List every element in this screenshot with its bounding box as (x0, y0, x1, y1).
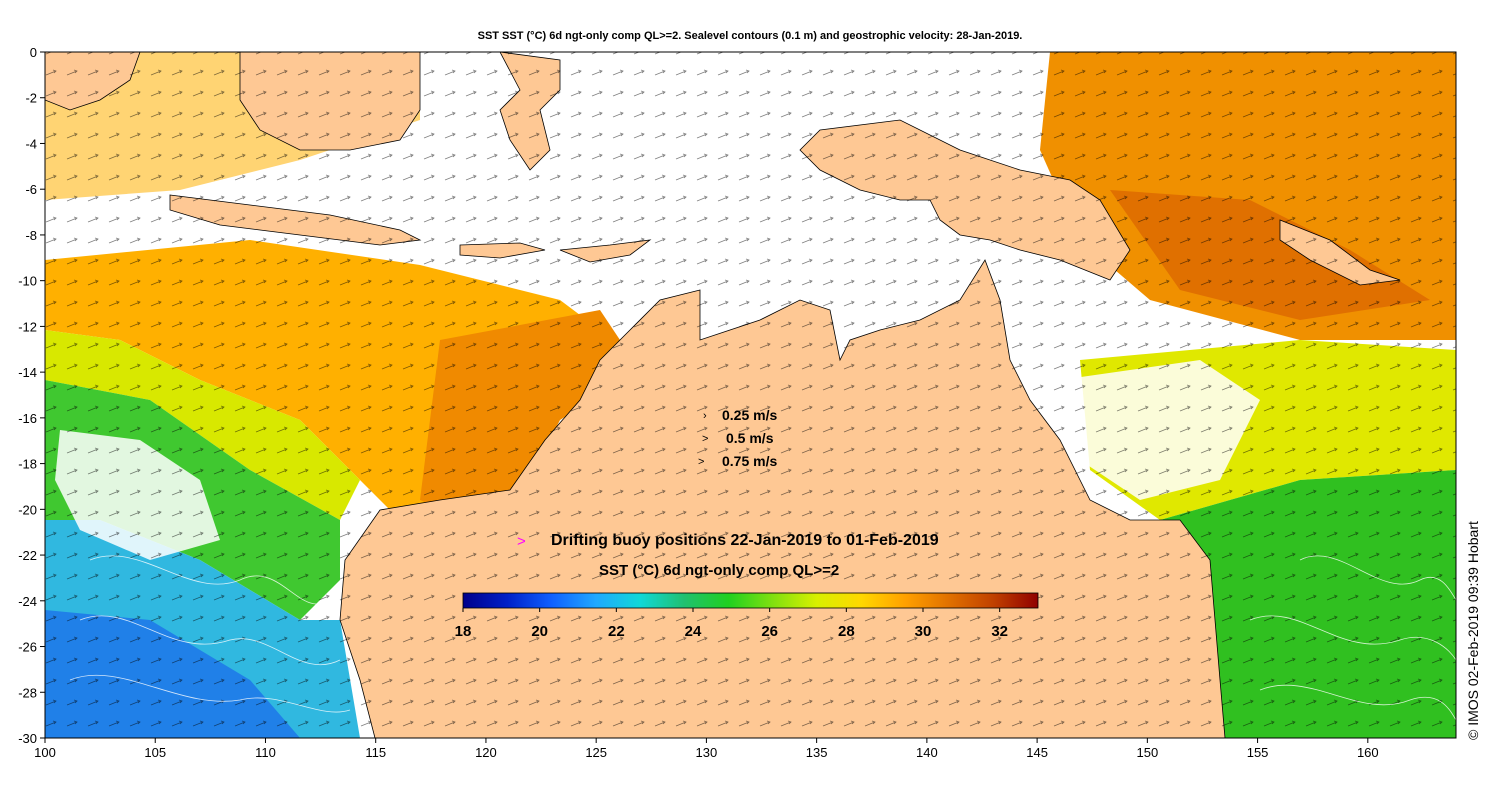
sealevel-contours (69, 555, 1456, 721)
y-tick-label: -20 (18, 502, 37, 517)
x-tick-label: 130 (696, 745, 718, 760)
buoy-legend-label: Drifting buoy positions 22-Jan-2019 to 0… (551, 532, 939, 549)
y-tick-label: -24 (18, 594, 37, 609)
y-tick-label: -2 (25, 91, 37, 106)
x-tick-label: 120 (475, 745, 497, 760)
colorbar-tick-label: 24 (685, 623, 702, 640)
y-tick-label: -22 (18, 548, 37, 563)
colorbar-ticks: 18 20 22 24 26 28 30 32 (455, 608, 1008, 640)
y-tick-label: -30 (18, 731, 37, 746)
x-tick-label: 125 (585, 745, 607, 760)
copyright-note: © IMOS 02-Feb-2019 09:39 Hobart (1465, 521, 1481, 740)
x-tick-label: 140 (916, 745, 938, 760)
y-axis: 0 -2 -4 -6 -8 -10 -12 -14 -16 -18 -20 -22 -24 -26 -28 -… (18, 45, 45, 746)
y-tick-label: -14 (18, 365, 37, 380)
colorbar-tick-label: 26 (761, 623, 778, 640)
plot-frame (44, 51, 1457, 739)
x-tick-label: 110 (255, 745, 276, 760)
x-tick-label: 160 (1357, 745, 1379, 760)
x-tick-label: 115 (365, 745, 386, 760)
y-tick-label: -16 (18, 411, 37, 426)
y-tick-label: -18 (18, 457, 37, 472)
colorbar-title: SST (°C) 6d ngt-only comp QL>=2 (599, 562, 840, 579)
y-tick-label: -28 (18, 685, 37, 700)
y-tick-label: -4 (25, 136, 37, 151)
colorbar: 18 20 22 24 26 28 30 32 (455, 592, 1039, 640)
x-tick-label: 105 (144, 745, 166, 760)
x-tick-label: 135 (806, 745, 828, 760)
velocity-label-075: 0.75 m/s (722, 453, 778, 469)
map-plot-area (45, 52, 1456, 738)
x-tick-label: 155 (1247, 745, 1269, 760)
x-tick-label: 150 (1136, 745, 1158, 760)
y-tick-label: -8 (25, 228, 37, 243)
y-tick-label: -6 (25, 182, 37, 197)
velocity-arrow-large: > (698, 456, 705, 468)
colorbar-bar (462, 592, 1039, 609)
colorbar-tick-label: 18 (455, 623, 472, 640)
y-tick-label: -10 (18, 274, 37, 289)
colorbar-tick-label: 30 (915, 623, 932, 640)
velocity-arrows (45, 52, 1456, 738)
colorbar-tick-label: 32 (991, 623, 1008, 640)
velocity-label-025: 0.25 m/s (722, 407, 778, 423)
y-tick-label: -26 (18, 640, 37, 655)
colorbar-tick-label: 28 (838, 623, 855, 640)
velocity-label-05: 0.5 m/s (726, 430, 774, 446)
map-title: SST SST (°C) 6d ngt-only comp QL>=2. Sea… (477, 30, 1023, 42)
velocity-arrow-small: › (703, 410, 707, 422)
colorbar-tick-label: 20 (531, 623, 548, 640)
x-axis: 100 105 110 115 120 125 130 135 140 145 150 155 160 (34, 738, 1379, 760)
colorbar-tick-label: 22 (608, 623, 625, 640)
x-tick-label: 100 (34, 745, 56, 760)
velocity-arrow-medium: > (702, 433, 709, 445)
y-tick-label: -12 (18, 319, 37, 334)
buoy-marker-icon: > (517, 533, 526, 550)
x-tick-label: 145 (1026, 745, 1048, 760)
y-tick-label: 0 (30, 45, 37, 60)
